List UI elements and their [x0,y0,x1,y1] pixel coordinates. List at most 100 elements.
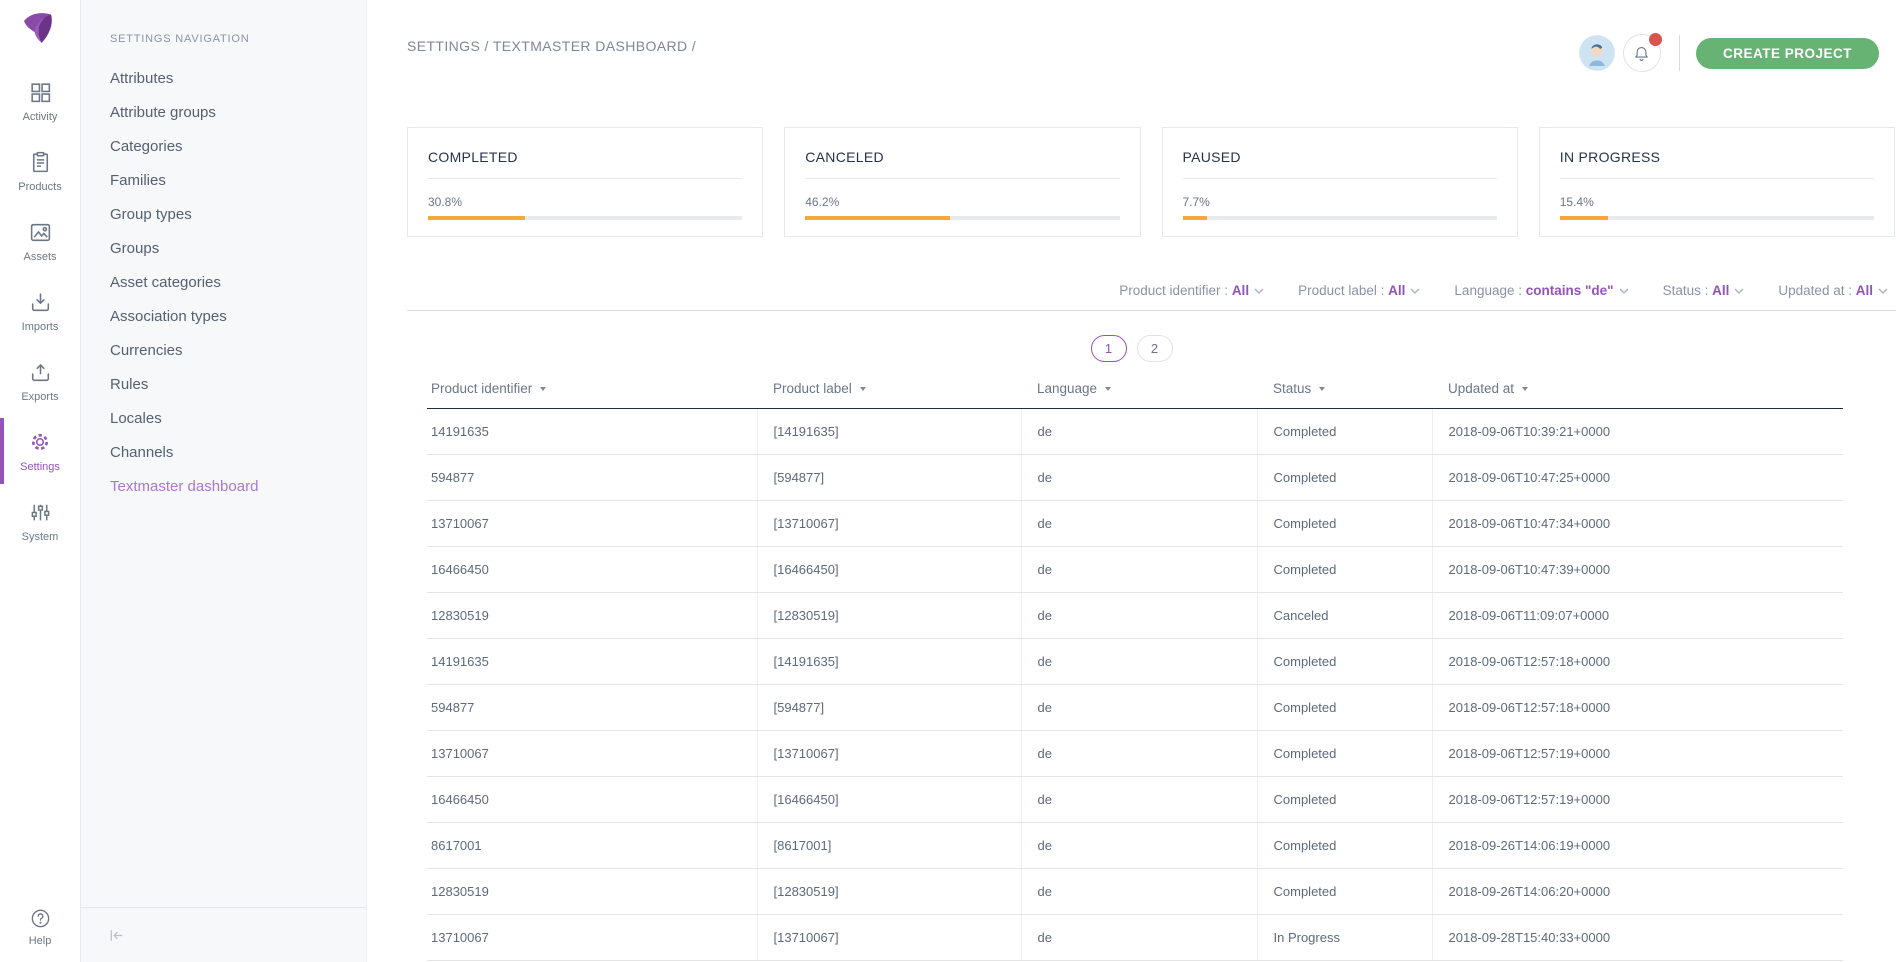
image-icon [30,223,50,241]
cell-product-label: [16466450] [757,776,1022,823]
cell-language: de [1021,776,1258,823]
filter-language[interactable]: Language : contains "de" [1454,283,1629,298]
page-button-2[interactable]: 2 [1136,335,1173,362]
settings-nav-item-locales[interactable]: Locales [110,410,162,427]
table-row[interactable]: 13710067 [13710067] de In Progress 2018-09-2… [427,914,1843,961]
table-row[interactable]: 14191635 [14191635] de Completed 2018-09-06T… [427,638,1843,685]
table-row[interactable]: 594877 [594877] de Completed 2018-09-06T12:5… [427,684,1843,731]
table-row[interactable]: 16466450 [16466450] de Completed 2018-09-06T… [427,546,1843,593]
settings-nav-item-attributes[interactable]: Attributes [110,70,174,87]
avatar[interactable] [1578,35,1615,71]
table-row[interactable]: 12830519 [12830519] de Completed 2018-09-26T… [427,868,1843,915]
filter-label: Status [1662,283,1701,298]
settings-nav-item-association-types[interactable]: Association types [110,308,227,325]
stat-card-in-progress: IN PROGRESS 15.4% [1538,127,1895,237]
settings-nav-item-textmaster-dashboard[interactable]: Textmaster dashboard [110,478,259,495]
stat-card-progress-track [428,216,743,220]
filter-value: All [1388,283,1406,298]
filter-product-label[interactable]: Product label : All [1298,283,1420,298]
stat-card-progress-fill [1182,216,1207,220]
sidebar-item-label: Help [28,935,52,947]
cell-updated-at: 2018-09-26T14:06:20+0000 [1432,868,1843,915]
table-row[interactable]: 12830519 [12830519] de Canceled 2018-09-06T1… [427,592,1843,639]
sidebar-item-assets[interactable]: Assets [0,206,80,276]
cell-status: Completed [1257,684,1433,731]
settings-nav-item-group-types[interactable]: Group types [110,206,192,223]
filter-status[interactable]: Status : All [1663,283,1745,298]
filters-bar: Product identifier : All Product label :… [407,237,1888,298]
sidebar-item-system[interactable]: System [0,486,80,556]
cell-status: Completed [1257,730,1433,777]
filter-colon: : [1514,283,1526,298]
filter-updated-at[interactable]: Updated at : All [1778,283,1888,298]
filter-value: All [1855,283,1873,298]
column-header-status[interactable]: Status [1257,375,1432,409]
cell-updated-at: 2018-09-26T14:06:19+0000 [1432,822,1843,869]
cell-product-identifier: 12830519 [427,592,758,639]
filter-product-identifier[interactable]: Product identifier : All [1119,283,1264,298]
sort-arrow-icon [1105,387,1112,392]
stat-card-value: 46.2% [805,195,840,209]
cell-product-label: [13710067] [757,500,1022,547]
notifications-button[interactable] [1622,33,1662,72]
table-row[interactable]: 13710067 [13710067] de Completed 2018-09-06T… [427,500,1843,547]
column-header-product-label[interactable]: Product label [757,375,1021,409]
sidebar-item-label: Products [18,180,62,193]
column-header-label: Product identifier [431,381,533,396]
projects-table: Product identifier Product label Language S… [427,375,1843,961]
breadcrumb[interactable]: SETTINGS / TEXTMASTER DASHBOARD / [407,38,697,54]
cell-language: de [1021,730,1258,777]
settings-nav-item-groups[interactable]: Groups [110,240,160,257]
cell-product-label: [594877] [757,454,1022,501]
page-button-1[interactable]: 1 [1090,335,1127,362]
table-header-row: Product identifier Product label Language S… [427,375,1843,409]
sort-arrow-icon [1522,387,1529,392]
settings-nav-item-currencies[interactable]: Currencies [110,342,183,359]
settings-nav-item-families[interactable]: Families [110,172,166,189]
column-header-updated-at[interactable]: Updated at [1432,375,1843,409]
cell-product-identifier: 16466450 [427,776,758,823]
cell-language: de [1021,868,1258,915]
collapse-panel-button[interactable] [107,926,126,945]
sidebar-item-label: Imports [21,320,59,333]
sidebar-item-imports[interactable]: Imports [0,276,80,346]
cell-status: Completed [1257,408,1433,455]
column-header-label: Status [1273,381,1312,396]
filter-colon: : [1844,283,1856,298]
sidebar-item-label: Settings [20,461,60,473]
column-header-language[interactable]: Language [1021,375,1257,409]
cell-status: In Progress [1257,914,1433,961]
filter-label: Product label [1298,283,1377,298]
table-row[interactable]: 14191635 [14191635] de Completed 2018-09-06T… [427,408,1843,455]
stat-card-value: 7.7% [1182,195,1210,209]
sidebar-item-products[interactable]: Products [0,136,80,206]
sidebar-item-label: System [21,530,59,543]
stat-card-title: CANCELED [805,149,884,165]
sidebar-item-help[interactable]: Help [0,898,80,956]
cell-status: Completed [1257,776,1433,823]
create-project-button[interactable]: CREATE PROJECT [1695,37,1879,69]
settings-nav-item-rules[interactable]: Rules [110,376,149,393]
sidebar-item-activity[interactable]: Activity [0,66,80,136]
table-row[interactable]: 16466450 [16466450] de Completed 2018-09-06T… [427,776,1843,823]
sidebar-item-exports[interactable]: Exports [0,346,80,416]
settings-nav-item-attribute-groups[interactable]: Attribute groups [110,104,216,121]
cell-updated-at: 2018-09-06T11:09:07+0000 [1432,592,1843,639]
table-row[interactable]: 13710067 [13710067] de Completed 2018-09-06T… [427,730,1843,777]
table-row[interactable]: 594877 [594877] de Completed 2018-09-06T10:4… [427,454,1843,501]
settings-nav-item-asset-categories[interactable]: Asset categories [110,274,221,291]
chevron-down-icon [1734,288,1744,294]
table-row[interactable]: 8617001 [8617001] de Completed 2018-09-26T14… [427,822,1843,869]
akeneo-logo[interactable] [16,5,64,53]
settings-navigation-list: Attributes Attribute groups Categories Fami… [81,62,366,504]
filter-value: contains "de" [1525,283,1614,298]
sidebar-item-settings[interactable]: Settings [0,416,80,486]
settings-nav-item-channels[interactable]: Channels [110,444,174,461]
cell-language: de [1021,500,1258,547]
stat-card-divider [428,178,743,179]
settings-nav-item-categories[interactable]: Categories [110,138,183,155]
akeneo-logo-icon [24,13,52,43]
clipboard-icon [32,151,48,172]
column-header-product-identifier[interactable]: Product identifier [427,375,757,409]
chevron-down-icon [1254,288,1264,294]
